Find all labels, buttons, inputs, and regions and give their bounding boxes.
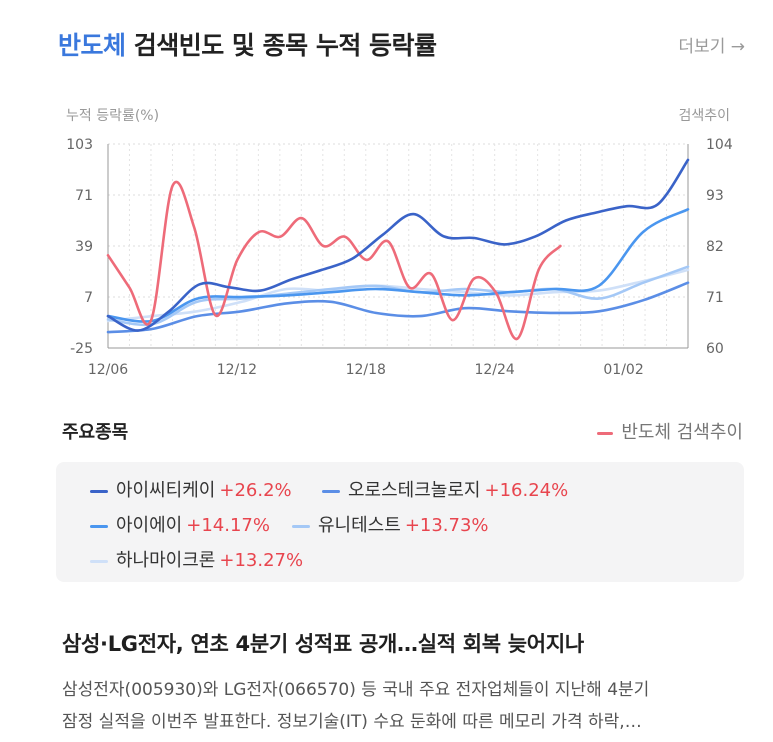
x-tick-label: 12/24 xyxy=(474,362,514,378)
stock-change: +16.24% xyxy=(484,480,569,501)
title-rest: 검색빈도 및 종목 누적 등락률 xyxy=(125,31,437,60)
right-tick-label: 93 xyxy=(706,188,724,204)
search-trend-swatch xyxy=(597,431,614,435)
stock-swatch xyxy=(292,524,310,528)
right-tick-label: 60 xyxy=(706,341,724,357)
stock-item-auros[interactable]: 오로스테크놀로지 +16.24% xyxy=(322,476,568,502)
right-axis-title: 검색추이 xyxy=(678,108,730,124)
news-headline[interactable]: 삼성·LG전자, 연초 4분기 성적표 공개…실적 회복 늦어지나 xyxy=(62,632,584,656)
major-stocks-heading: 주요종목 xyxy=(62,422,129,443)
news-line-2: 잠정 실적을 이번주 발표한다. 정보기술(IT) 수요 둔화에 따른 메모리 … xyxy=(62,712,642,732)
stock-swatch xyxy=(90,489,108,493)
stock-change: +14.17% xyxy=(186,515,270,536)
series-line-5 xyxy=(106,268,690,323)
right-tick-label: 104 xyxy=(706,137,733,153)
x-tick-label: 12/12 xyxy=(217,362,257,378)
stock-swatch xyxy=(322,489,340,493)
more-link[interactable]: 더보기 → xyxy=(678,37,745,57)
stock-name: 아이씨티케이 xyxy=(116,480,216,501)
search-trend-label: 반도체 검색추이 xyxy=(621,422,743,443)
search-trend-legend: 반도체 검색추이 xyxy=(597,418,743,444)
news-line-1: 삼성전자(005930)와 LG전자(066570) 등 국내 주요 전자업체들… xyxy=(62,680,650,700)
left-tick-label: 103 xyxy=(66,137,93,153)
stock-name: 아이에이 xyxy=(116,515,183,536)
stock-name: 오로스테크놀로지 xyxy=(348,480,481,501)
left-axis-title: 누적 등락률(%) xyxy=(66,108,159,124)
series-line-1 xyxy=(106,158,690,332)
left-tick-label: 71 xyxy=(75,188,93,204)
page-header: 반도체 검색빈도 및 종목 누적 등락률 더보기 → xyxy=(58,26,745,66)
title-keyword: 반도체 xyxy=(58,31,126,60)
stocks-box: 아이씨티케이 +26.2% 오로스테크놀로지 +16.24% 아이에이 +14.17%… xyxy=(56,462,744,582)
stock-name: 유니테스트 xyxy=(318,515,401,536)
series-line-0 xyxy=(106,180,562,341)
stock-name: 하나마이크론 xyxy=(116,550,216,571)
x-tick-label: 01/02 xyxy=(603,362,643,378)
right-tick-label: 71 xyxy=(706,290,724,306)
page-title: 반도체 검색빈도 및 종목 누적 등락률 xyxy=(58,26,437,62)
right-tick-label: 82 xyxy=(706,239,724,255)
stock-swatch xyxy=(90,524,108,528)
stock-item-icteck[interactable]: 아이씨티케이 +26.2% xyxy=(90,476,292,502)
stock-change: +26.2% xyxy=(219,480,292,501)
legend-row: 주요종목 반도체 검색추이 xyxy=(62,416,743,446)
left-tick-label: -25 xyxy=(70,341,93,357)
series-line-2 xyxy=(106,281,690,334)
stock-change: +13.73% xyxy=(404,515,489,536)
stock-change: +13.27% xyxy=(219,550,304,571)
series-line-3 xyxy=(106,208,690,323)
stock-item-unitest[interactable]: 유니테스트 +13.73% xyxy=(292,511,489,537)
left-tick-label: 39 xyxy=(75,239,93,255)
news-summary[interactable]: 삼성전자(005930)와 LG전자(066570) 등 국내 주요 전자업체들… xyxy=(62,674,752,738)
x-tick-label: 12/06 xyxy=(88,362,128,378)
stock-item-ia[interactable]: 아이에이 +14.17% xyxy=(90,511,270,537)
left-tick-label: 7 xyxy=(84,290,93,306)
stock-swatch xyxy=(90,559,108,563)
stock-item-hanamicron[interactable]: 하나마이크론 +13.27% xyxy=(90,546,303,572)
chart-area: 누적 등락률(%) 검색추이 103 104 71 93 39 82 7 71 -25 60 12/06… xyxy=(0,96,773,396)
x-tick-label: 12/18 xyxy=(346,362,386,378)
line-chart: 누적 등락률(%) 검색추이 103 104 71 93 39 82 7 71 -25 60 12/06… xyxy=(66,108,733,378)
